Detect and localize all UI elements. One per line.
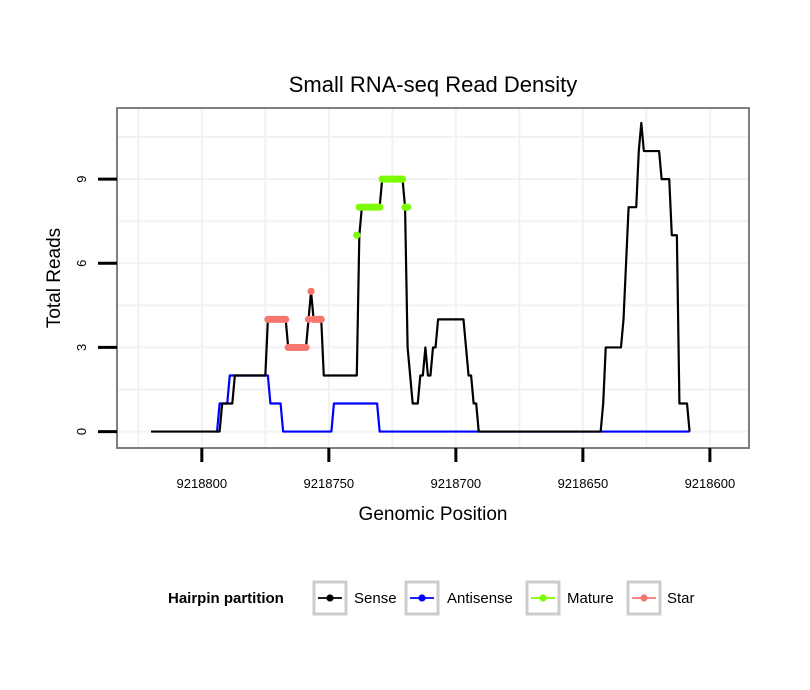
legend-label-mature: Mature <box>567 590 614 607</box>
series-line-sense <box>151 121 691 433</box>
legend-key-dot-antisense <box>418 594 426 602</box>
y-tick-label: 3 <box>74 344 89 351</box>
mature-point <box>403 203 412 211</box>
legend-item-mature: Mature <box>525 580 614 616</box>
series-line-antisense <box>214 374 690 433</box>
legend-item-antisense: Antisense <box>404 580 513 616</box>
x-tick-label: 9218650 <box>558 476 609 491</box>
legend-title: Hairpin partition <box>168 590 284 607</box>
legend-key-dot-star <box>640 594 648 602</box>
x-tick-label: 9218750 <box>304 476 355 491</box>
mature-point <box>376 203 384 211</box>
star-point <box>302 343 310 352</box>
series-points-mature <box>353 175 412 239</box>
y-tick-label: 0 <box>74 428 89 435</box>
legend-key-dot-sense <box>326 594 334 602</box>
plot-panel <box>116 107 750 449</box>
legend-item-sense: Sense <box>312 580 397 616</box>
series-points-star <box>264 287 325 352</box>
y-axis-label: Total Reads <box>44 228 65 328</box>
star-point <box>282 315 290 323</box>
y-tick-label: 9 <box>74 176 89 183</box>
star-point <box>304 315 313 323</box>
legend-label-star: Star <box>667 590 695 607</box>
mature-point <box>353 231 361 239</box>
x-tick-label: 9218800 <box>177 476 228 491</box>
x-tick-label: 9218600 <box>685 476 736 491</box>
series-layer <box>151 121 691 433</box>
star-point <box>307 287 315 295</box>
legend: Sense Antisense Mature Star <box>312 580 695 616</box>
y-tick-label: 6 <box>74 260 89 267</box>
mature-point <box>398 175 407 183</box>
chart-title: Small RNA-seq Read Density <box>289 72 578 97</box>
x-axis-label: Genomic Position <box>359 504 508 525</box>
axis-layer: 9218800 9218750 9218700 9218650 9218600 0 3 6 9 <box>74 176 735 491</box>
grid-layer <box>118 109 748 447</box>
star-point <box>317 315 325 323</box>
legend-label-sense: Sense <box>354 590 397 607</box>
legend-label-antisense: Antisense <box>447 590 513 607</box>
legend-key-dot-mature <box>539 594 547 602</box>
legend-item-star: Star <box>626 580 695 616</box>
x-tick-label: 9218700 <box>431 476 482 491</box>
